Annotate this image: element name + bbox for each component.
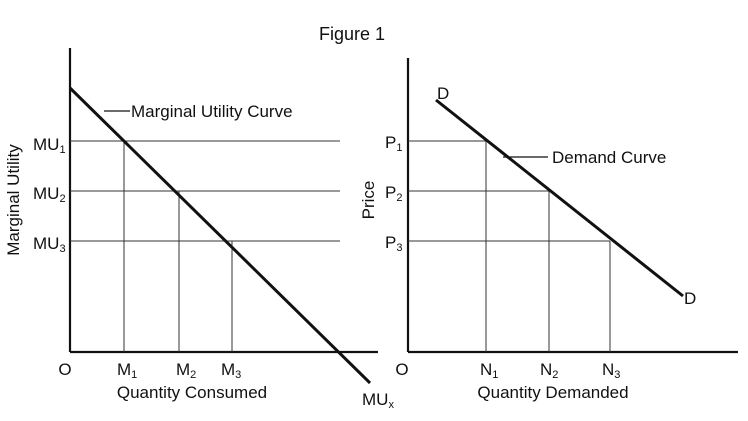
left-x-axis-title: Quantity Consumed	[117, 383, 267, 402]
left-origin-label: O	[58, 360, 71, 379]
demand-curve	[435, 98, 684, 298]
mu3-label: MU3	[33, 234, 66, 255]
left-y-axis-title: Marginal Utility	[4, 144, 23, 256]
m1-label: M1	[117, 360, 137, 381]
mu1-label: MU1	[33, 135, 66, 156]
n3-label: N3	[602, 360, 620, 381]
marginal-utility-curve	[68, 86, 372, 385]
mu2-label: MU2	[33, 184, 66, 205]
figure-title: Figure 1	[319, 24, 385, 44]
p3-label: P3	[385, 233, 402, 254]
right-y-axis-title: Price	[359, 181, 378, 220]
right-x-axis-title: Quantity Demanded	[477, 383, 628, 402]
m2-label: M2	[176, 360, 196, 381]
demand-start-label: D	[437, 84, 449, 103]
right-panel: Demand Curve D D P1 P2 P3 N1 N2 N3 O Qua…	[359, 58, 738, 402]
n2-label: N2	[540, 360, 558, 381]
demand-end-label: D	[684, 289, 696, 308]
p1-label: P1	[385, 133, 402, 154]
m3-label: M3	[221, 360, 241, 381]
mu-curve-label: Marginal Utility Curve	[131, 102, 293, 121]
n1-label: N1	[480, 360, 498, 381]
demand-curve-label: Demand Curve	[552, 148, 666, 167]
right-origin-label: O	[395, 360, 408, 379]
p2-label: P2	[385, 183, 402, 204]
mux-label: MUx	[362, 390, 394, 411]
left-panel: Marginal Utility Curve MU1 MU2 MU3 M1 M2…	[4, 48, 394, 411]
